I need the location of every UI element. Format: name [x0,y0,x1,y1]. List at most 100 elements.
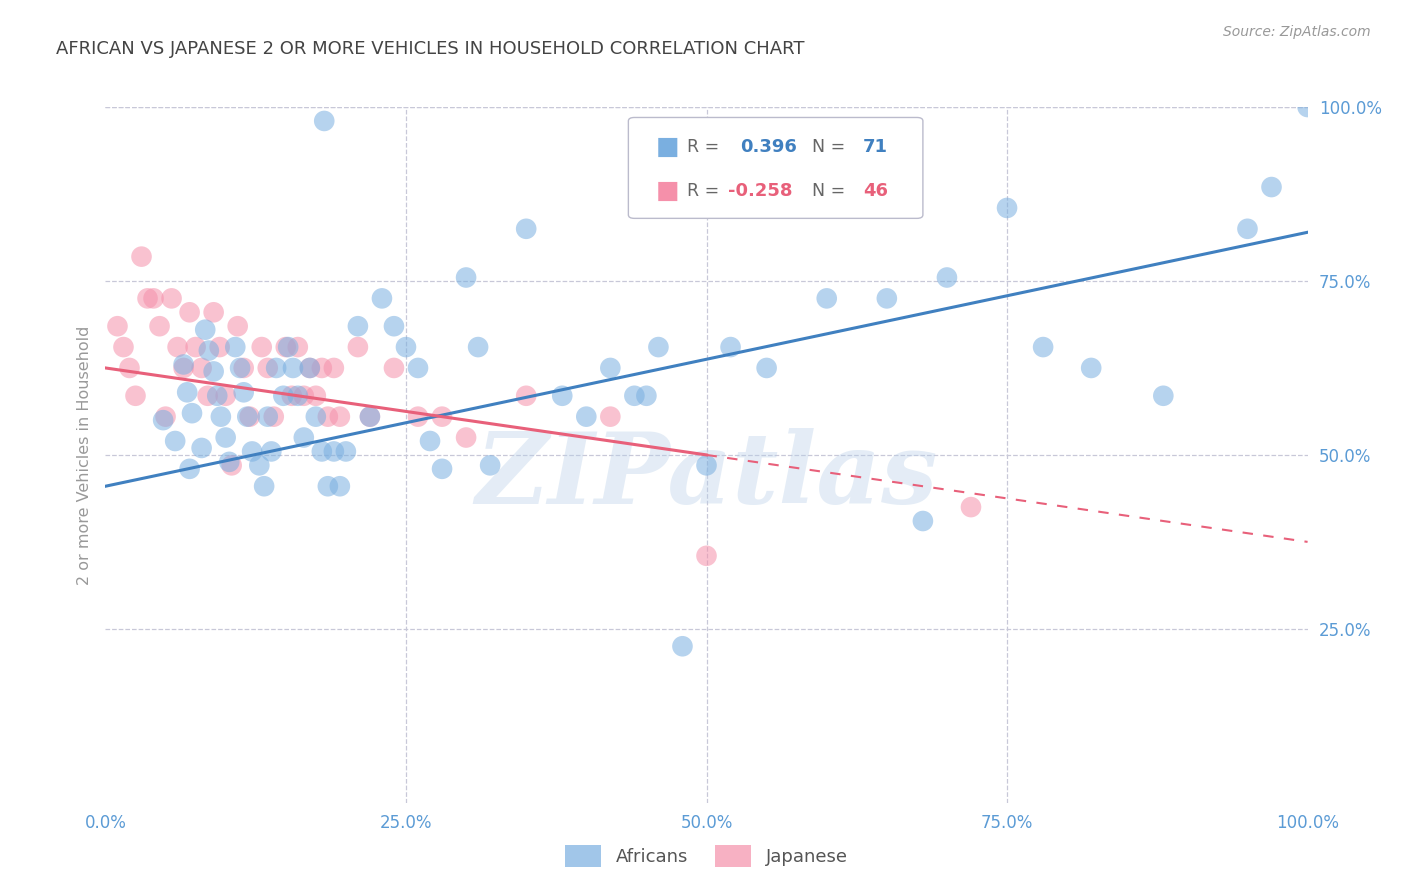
Point [173,358,195,372]
Point [406,409,429,424]
Point [876,291,898,305]
Point [124,389,146,403]
Point [131,250,153,264]
Text: N =: N = [813,182,851,201]
Text: R =: R = [688,138,725,156]
Point [197,389,219,403]
Text: Source: ZipAtlas.com: Source: ZipAtlas.com [1223,25,1371,39]
Point [155,409,177,424]
Point [142,291,165,305]
Point [322,360,344,375]
Point [253,479,276,493]
Point [960,500,983,514]
Point [335,444,357,458]
Point [815,291,838,305]
Text: 0.396: 0.396 [740,138,797,156]
Point [292,431,315,445]
Point [207,389,229,403]
Text: ■: ■ [657,179,679,203]
Point [256,360,278,375]
Point [720,340,742,354]
Point [359,409,381,424]
Point [176,385,198,400]
Point [281,360,304,375]
FancyBboxPatch shape [628,118,922,219]
Y-axis label: 2 or more Vehicles in Household: 2 or more Vehicles in Household [76,326,91,584]
Point [305,389,328,403]
Point [190,441,212,455]
Point [247,458,270,473]
Point [430,409,453,424]
Point [226,319,249,334]
Point [755,360,778,375]
Point [599,360,621,375]
Point [1296,100,1319,114]
Text: ZIPatlas: ZIPatlas [475,427,938,524]
Point [430,462,453,476]
Point [281,389,304,403]
Point [179,305,201,319]
Point [136,291,159,305]
Text: R =: R = [688,182,725,201]
Point [287,389,309,403]
Legend: Africans, Japanese: Africans, Japanese [558,838,855,874]
Point [479,458,502,473]
Point [316,479,339,493]
Point [256,409,278,424]
Point [329,479,352,493]
Point [1080,360,1102,375]
Point [264,360,287,375]
Point [202,305,225,319]
Point [298,360,321,375]
Point [214,389,236,403]
Point [311,444,333,458]
Point [419,434,441,448]
Point [599,409,621,424]
Point [152,413,174,427]
Point [229,360,252,375]
Point [696,549,718,563]
Point [173,360,195,375]
Point [273,389,295,403]
Point [1236,222,1258,236]
Point [636,389,658,403]
Point [221,458,243,473]
Point [314,114,336,128]
Point [218,455,240,469]
Point [382,319,405,334]
Point [179,462,201,476]
Point [292,389,315,403]
Point [406,360,429,375]
Point [1260,180,1282,194]
Point [936,270,959,285]
Point [911,514,934,528]
Point [1152,389,1174,403]
Point [347,340,370,354]
Point [232,385,254,400]
Point [112,340,135,354]
Point [454,270,477,285]
Point [160,291,183,305]
Point [551,389,574,403]
Point [250,340,273,354]
Point [647,340,669,354]
Point [148,319,170,334]
Point [515,389,537,403]
Text: N =: N = [813,138,851,156]
Point [232,360,254,375]
Point [395,340,418,354]
Point [311,360,333,375]
Point [467,340,489,354]
Point [263,409,285,424]
Point [515,222,537,236]
Point [623,389,645,403]
Text: 71: 71 [863,138,887,156]
Point [316,409,339,424]
Point [329,409,352,424]
Point [359,409,381,424]
Point [287,340,309,354]
Text: AFRICAN VS JAPANESE 2 OR MORE VEHICLES IN HOUSEHOLD CORRELATION CHART: AFRICAN VS JAPANESE 2 OR MORE VEHICLES I… [56,40,804,58]
Point [202,364,225,378]
Point [260,444,283,458]
Point [208,340,231,354]
